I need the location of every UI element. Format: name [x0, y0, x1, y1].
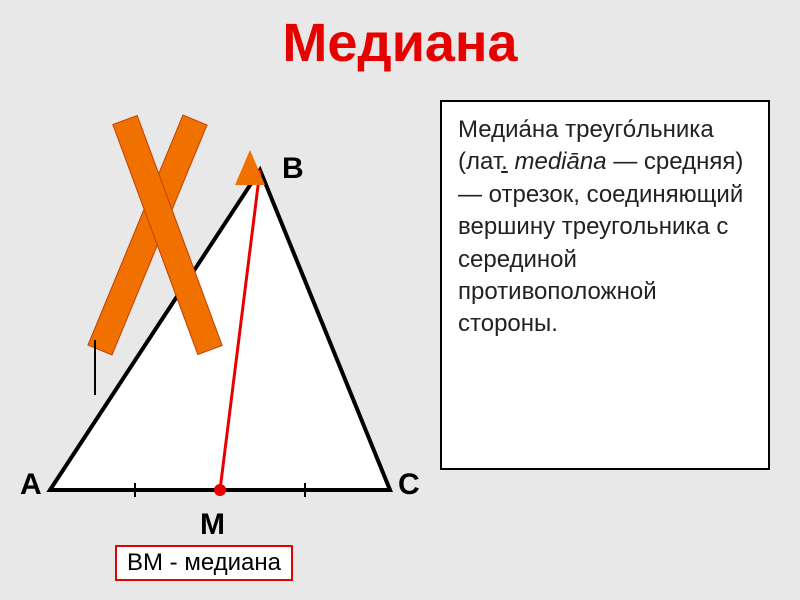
vertex-label-c: C [398, 468, 420, 502]
vertex-label-b: B [282, 152, 304, 186]
triangle-svg [20, 90, 420, 560]
median-caption: BM - медиана [115, 545, 293, 581]
def-line-1a: Медиа́на [458, 116, 558, 143]
def-line-1b: треуго́льника [565, 116, 714, 143]
vertex-label-a: A [20, 468, 42, 502]
diagram-container: A B C M [20, 90, 420, 570]
definition-box: Медиа́на треуго́льника (лат. mediāna — с… [440, 100, 770, 470]
def-latin-word: mediāna [508, 148, 613, 175]
def-lat-prefix: (лат [458, 148, 501, 175]
def-dash: — [613, 148, 637, 175]
midpoint-m [214, 484, 226, 496]
def-body: средняя) — отрезок, соединяющий вершину … [458, 148, 743, 337]
page-title: Медиана [0, 12, 800, 74]
vertex-label-m: M [200, 508, 225, 542]
def-lat-dot: . [501, 148, 508, 175]
